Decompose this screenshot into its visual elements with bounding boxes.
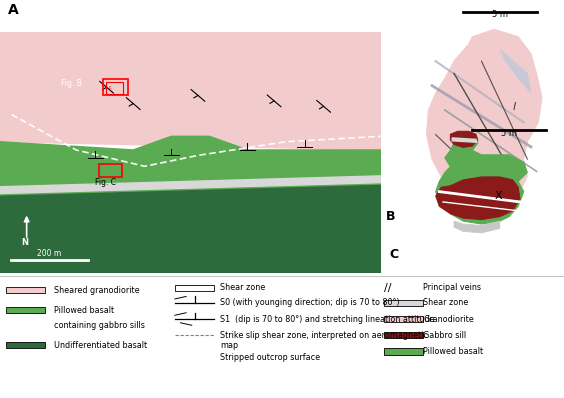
Text: Stripped outcrop surface: Stripped outcrop surface	[220, 353, 320, 363]
Polygon shape	[0, 33, 381, 150]
Text: Pillowed basalt: Pillowed basalt	[423, 347, 483, 356]
Text: Gabbro sill: Gabbro sill	[423, 331, 466, 340]
Polygon shape	[0, 136, 381, 196]
Bar	[384, 332, 423, 338]
Polygon shape	[451, 131, 478, 148]
Polygon shape	[0, 185, 381, 273]
Text: Undifferentiated basalt: Undifferentiated basalt	[54, 341, 147, 350]
Text: Fig. C: Fig. C	[95, 178, 116, 187]
Text: Fig. B: Fig. B	[61, 79, 82, 88]
Text: 5 m: 5 m	[492, 10, 508, 19]
Polygon shape	[452, 138, 477, 142]
Text: Strike slip shear zone, interpreted on aeromagnetic: Strike slip shear zone, interpreted on a…	[220, 331, 428, 340]
Bar	[384, 349, 423, 355]
Text: A: A	[8, 3, 19, 17]
Bar	[6, 342, 45, 349]
Text: N: N	[21, 238, 28, 248]
Bar	[175, 285, 214, 291]
Text: c: c	[108, 86, 112, 90]
Polygon shape	[500, 49, 531, 93]
Polygon shape	[436, 133, 527, 224]
Text: B: B	[386, 210, 396, 223]
Polygon shape	[436, 177, 520, 220]
Text: containing gabbro sills: containing gabbro sills	[54, 321, 144, 330]
Polygon shape	[0, 176, 381, 193]
Text: S1  (dip is 70 to 80°) and stretching lineation attitude: S1 (dip is 70 to 80°) and stretching lin…	[220, 314, 435, 324]
Text: S0 (with younging direction; dip is 70 to 80°): S0 (with younging direction; dip is 70 t…	[220, 298, 399, 307]
Text: Granodiorite: Granodiorite	[423, 314, 474, 324]
Bar	[103, 79, 127, 96]
Bar	[384, 300, 423, 306]
Bar	[384, 316, 423, 322]
Bar	[106, 82, 123, 94]
Text: Shear zone: Shear zone	[423, 298, 468, 307]
Text: map: map	[220, 341, 238, 350]
Polygon shape	[426, 29, 542, 208]
Text: Sheared granodiorite: Sheared granodiorite	[54, 286, 139, 295]
Text: X: X	[494, 191, 502, 201]
Text: Principal veins: Principal veins	[423, 283, 481, 292]
Polygon shape	[454, 221, 500, 233]
Text: 5 m: 5 m	[501, 129, 517, 138]
Text: Pillowed basalt: Pillowed basalt	[54, 306, 114, 315]
Bar	[6, 307, 45, 313]
Bar	[99, 164, 122, 177]
Bar	[6, 287, 45, 293]
Text: Shear zone: Shear zone	[220, 283, 265, 292]
Text: l: l	[513, 102, 516, 112]
Text: 200 m: 200 m	[37, 249, 61, 258]
Text: //: //	[384, 283, 391, 293]
Text: C: C	[390, 248, 399, 261]
